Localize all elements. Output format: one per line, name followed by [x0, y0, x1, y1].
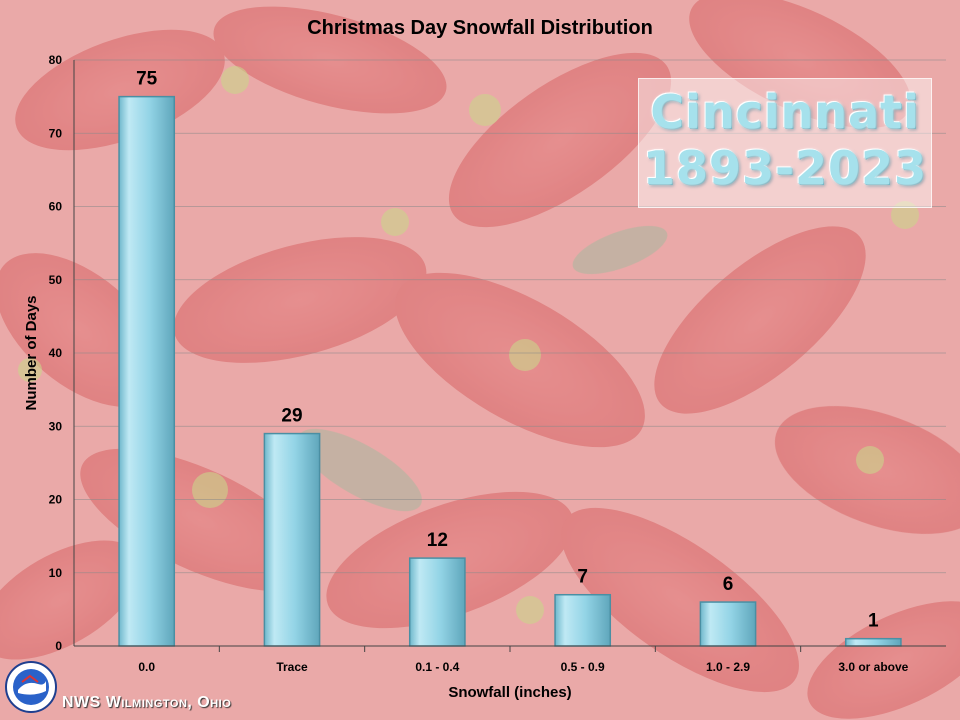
- y-tick-label-3: 30: [49, 419, 63, 433]
- bar-data-labels: 75 29 12 7 6 1: [136, 69, 879, 632]
- x-axis-ticks: 0.0 Trace 0.1 - 0.4 0.5 - 0.9 1.0 - 2.9 3.0 o…: [138, 646, 909, 674]
- x-tick-label-5: 3.0 or above: [838, 660, 908, 674]
- bar-data-label-5: 1: [868, 611, 879, 632]
- bar-2: [408, 557, 466, 647]
- bar-4: [699, 601, 757, 647]
- y-axis-ticks: 0 10 20 30 40 50 60 70 80: [49, 53, 63, 653]
- y-tick-label-6: 60: [49, 200, 63, 214]
- bar-data-label-4: 6: [723, 574, 734, 595]
- city-period-overlay: Cincinnati 1893-2023: [638, 78, 932, 208]
- overlay-city: Cincinnati: [650, 85, 920, 139]
- x-tick-label-4: 1.0 - 2.9: [706, 660, 750, 674]
- footer-credit: NWS Wilmington, Ohio: [62, 694, 232, 711]
- bar-data-label-2: 12: [427, 530, 448, 551]
- bars: [118, 95, 902, 647]
- x-tick-label-0: 0.0: [138, 660, 155, 674]
- nws-logo-icon: [5, 661, 57, 713]
- bar-5: [844, 637, 902, 647]
- y-tick-label-1: 10: [49, 566, 63, 580]
- y-tick-label-0: 0: [55, 639, 62, 653]
- bar-data-label-1: 29: [281, 406, 302, 427]
- x-tick-label-1: Trace: [276, 660, 308, 674]
- x-axis-label: Snowfall (inches): [448, 684, 571, 701]
- y-axis-label: Number of Days: [23, 295, 40, 410]
- overlay-years: 1893-2023: [642, 141, 928, 195]
- y-tick-label-7: 70: [49, 126, 63, 140]
- bar-0: [118, 95, 176, 647]
- x-tick-label-2: 0.1 - 0.4: [415, 660, 459, 674]
- bar-1: [263, 432, 321, 647]
- x-tick-label-3: 0.5 - 0.9: [561, 660, 605, 674]
- y-tick-label-8: 80: [49, 53, 63, 67]
- y-tick-label-4: 40: [49, 346, 63, 360]
- bar-3: [554, 593, 612, 647]
- y-tick-label-2: 20: [49, 493, 63, 507]
- bar-data-label-3: 7: [577, 567, 588, 588]
- chart-title: Christmas Day Snowfall Distribution: [307, 17, 653, 39]
- y-tick-label-5: 50: [49, 273, 63, 287]
- bar-data-label-0: 75: [136, 69, 158, 90]
